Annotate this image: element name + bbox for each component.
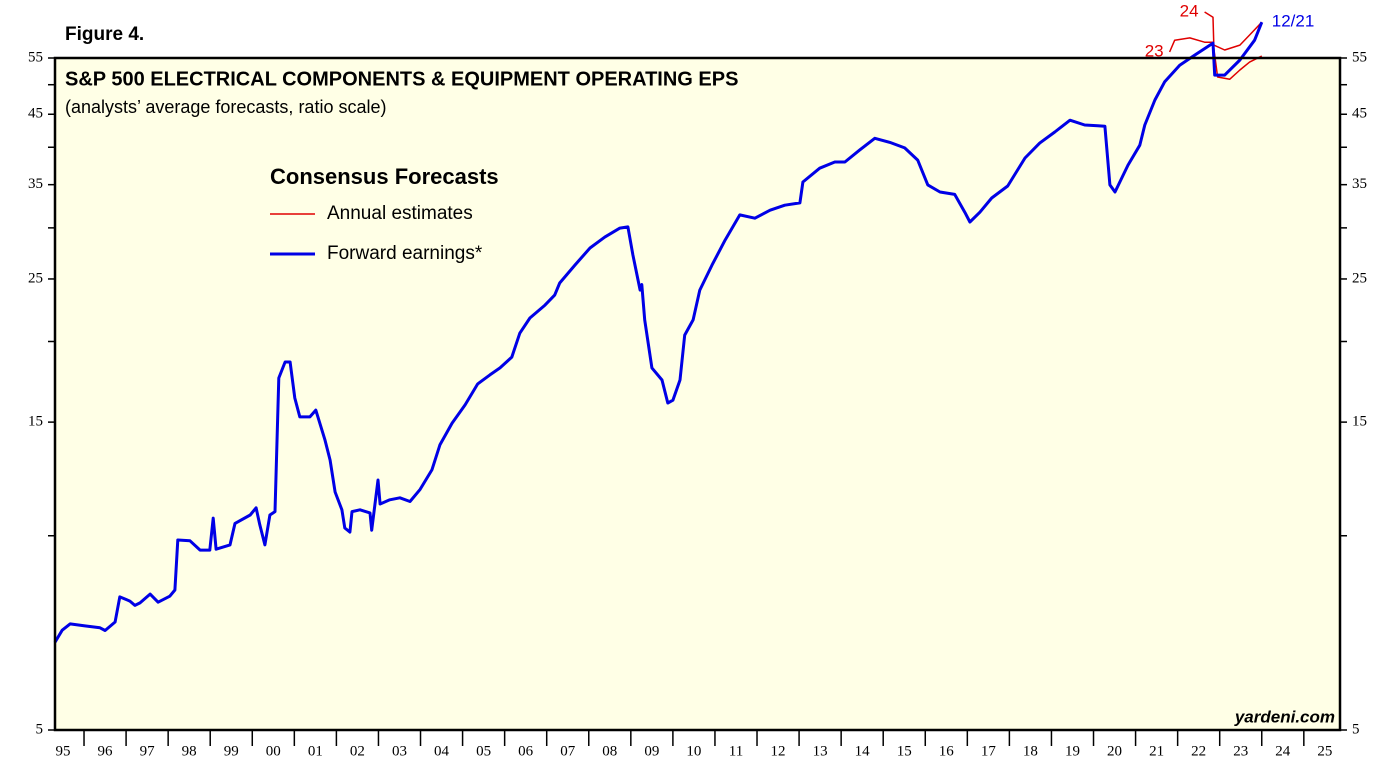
x-tick-label: 06	[518, 743, 534, 759]
y-tick-label: 15	[28, 414, 43, 430]
x-tick-label: 99	[224, 743, 239, 759]
x-tick-label: 18	[1023, 743, 1038, 759]
x-tick-label: 95	[55, 743, 70, 759]
series-label: 23	[1145, 41, 1164, 60]
x-tick-label: 20	[1107, 743, 1122, 759]
x-tick-label: 07	[560, 743, 576, 759]
y-tick-label: 55	[28, 49, 43, 65]
y2-tick-label: 55	[1352, 49, 1367, 65]
y2-tick-label: 15	[1352, 414, 1367, 430]
x-tick-label: 22	[1191, 743, 1206, 759]
legend-title: Consensus Forecasts	[270, 164, 499, 189]
x-tick-label: 03	[392, 743, 407, 759]
x-tick-label: 23	[1233, 743, 1248, 759]
x-tick-label: 13	[813, 743, 828, 759]
y-tick-label: 45	[28, 106, 43, 122]
x-tick-label: 19	[1065, 743, 1080, 759]
x-tick-label: 25	[1317, 743, 1332, 759]
x-tick-label: 17	[981, 743, 997, 759]
x-tick-label: 01	[308, 743, 323, 759]
plot-frame	[53, 56, 1342, 732]
x-tick-label: 10	[686, 743, 701, 759]
x-tick-label: 08	[602, 743, 617, 759]
x-tick-label: 09	[644, 743, 659, 759]
y-tick-label: 5	[36, 721, 44, 737]
series-label: 24	[1180, 2, 1199, 21]
x-tick-label: 15	[897, 743, 912, 759]
x-tick-label: 04	[434, 743, 450, 759]
legend-label: Annual estimates	[327, 203, 473, 224]
y2-tick-label: 45	[1352, 106, 1367, 122]
x-tick-label: 21	[1149, 743, 1164, 759]
x-tick-label: 05	[476, 743, 491, 759]
x-tick-label: 02	[350, 743, 365, 759]
y-tick-label: 25	[28, 270, 43, 286]
x-tick-label: 16	[939, 743, 955, 759]
legend-label: Forward earnings*	[327, 243, 483, 264]
y2-tick-label: 25	[1352, 270, 1367, 286]
x-tick-label: 00	[266, 743, 281, 759]
x-tick-label: 12	[771, 743, 786, 759]
y2-tick-label: 35	[1352, 176, 1367, 192]
series-label: 12/21	[1272, 12, 1315, 31]
source: yardeni.com	[1234, 707, 1335, 726]
chart-title: S&P 500 ELECTRICAL COMPONENTS & EQUIPMEN…	[65, 68, 738, 90]
y-tick-label: 35	[28, 176, 43, 192]
plot-area	[55, 58, 1340, 730]
chart-subtitle: (analysts’ average forecasts, ratio scal…	[65, 97, 386, 117]
x-tick-label: 24	[1275, 743, 1291, 759]
x-tick-label: 98	[182, 743, 197, 759]
line-series	[1204, 11, 1263, 51]
line-series	[53, 21, 1264, 643]
x-tick-label: 97	[140, 743, 156, 759]
y2-tick-label: 5	[1352, 721, 1360, 737]
x-tick-label: 96	[98, 743, 114, 759]
figure-label: Figure 4.	[65, 24, 144, 45]
x-tick-label: 11	[729, 743, 743, 759]
x-tick-label: 14	[855, 743, 871, 759]
